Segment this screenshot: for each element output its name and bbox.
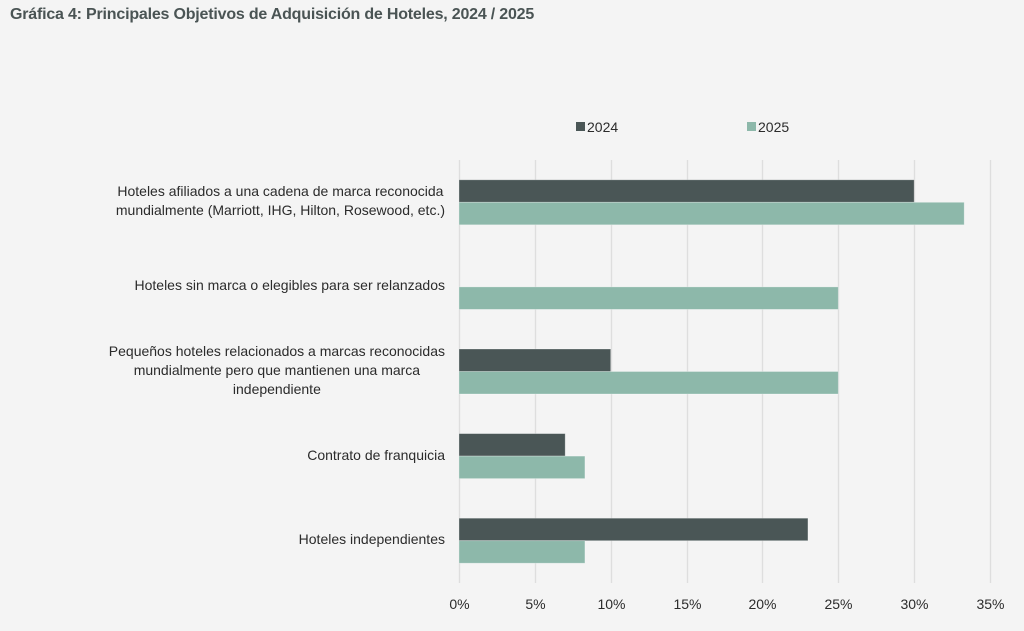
legend-swatch bbox=[576, 122, 585, 131]
category-label: Hoteles sin marca o elegibles para ser r… bbox=[135, 276, 446, 295]
bar-2025 bbox=[458, 540, 586, 564]
x-tick-label: 5% bbox=[525, 596, 545, 612]
category-label: Hoteles afiliados a una cadena de marca … bbox=[116, 182, 445, 220]
x-tick-label: 10% bbox=[597, 596, 625, 612]
bar-2025 bbox=[458, 201, 965, 226]
x-axis-ticks: 0% 5% 10% 15% 20% 25% 30% 35% bbox=[449, 596, 1004, 612]
x-tick-label: 15% bbox=[673, 596, 701, 612]
category-label-line: Hoteles sin marca o elegibles para ser r… bbox=[134, 277, 446, 294]
bar-2024 bbox=[458, 517, 809, 542]
category-label: Hoteles independientes bbox=[299, 530, 445, 549]
category-label-line: Pequeños hoteles relacionados a marcas r… bbox=[108, 343, 445, 359]
category-label-line: Contrato de franquicia bbox=[307, 446, 445, 463]
legend: 2024 2025 bbox=[576, 119, 789, 135]
chart-title: Gráfica 4: Principales Objetivos de Adqu… bbox=[10, 6, 535, 23]
legend-item-2025: 2025 bbox=[747, 119, 789, 135]
x-tick-label: 35% bbox=[976, 596, 1004, 612]
category-label-line: Hoteles independientes bbox=[298, 531, 445, 548]
legend-item-2024: 2024 bbox=[576, 119, 618, 135]
bars bbox=[458, 179, 965, 564]
bar-2025 bbox=[458, 371, 839, 395]
x-tick-label: 0% bbox=[449, 596, 469, 612]
legend-label: 2025 bbox=[758, 119, 789, 135]
x-tick-label: 30% bbox=[900, 596, 928, 612]
bar-2024 bbox=[458, 433, 566, 457]
category-label-line: mundialmente (Marriott, IHG, Hilton, Ros… bbox=[115, 202, 445, 219]
x-tick-label: 25% bbox=[824, 596, 852, 612]
legend-label: 2024 bbox=[587, 119, 618, 135]
category-label-line: mundialmente pero que mantienen una marc… bbox=[133, 362, 421, 378]
category-label: Contrato de franquicia bbox=[307, 446, 445, 465]
bar-2025 bbox=[458, 286, 839, 310]
category-label: Pequeños hoteles relacionados a marcas r… bbox=[109, 342, 445, 399]
bar-2024 bbox=[458, 348, 612, 372]
legend-swatch bbox=[747, 122, 756, 131]
bar-2024 bbox=[458, 179, 915, 203]
x-tick-label: 20% bbox=[748, 596, 776, 612]
bar-2025 bbox=[458, 455, 586, 480]
category-label-line: Hoteles afiliados a una cadena de marca … bbox=[117, 183, 444, 200]
category-label-line: independiente bbox=[232, 381, 321, 397]
